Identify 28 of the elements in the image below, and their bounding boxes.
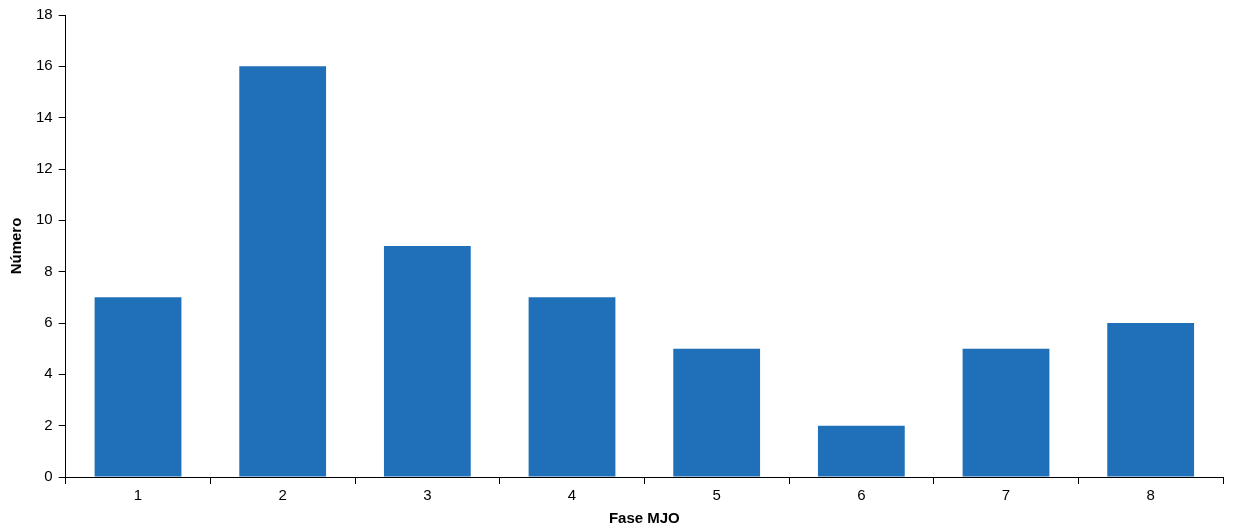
x-tick-label: 8	[1146, 486, 1155, 504]
bar	[528, 297, 616, 477]
x-tick-label: 5	[712, 486, 721, 504]
bar	[239, 66, 327, 477]
y-tick-label: 4	[44, 364, 53, 382]
y-tick-label: 10	[36, 210, 53, 228]
y-tick-label: 16	[36, 56, 53, 74]
x-tick-label: 7	[1001, 486, 1011, 504]
bar	[817, 425, 905, 477]
y-tick-label: 18	[36, 5, 53, 23]
y-tick-label: 6	[44, 313, 53, 331]
x-tick-label: 1	[133, 486, 143, 504]
bar	[962, 348, 1050, 477]
y-tick-label: 12	[36, 159, 53, 177]
x-tick-label: 2	[278, 486, 287, 504]
bar	[94, 297, 182, 477]
x-axis-title: Fase MJO	[608, 509, 681, 527]
y-tick-label: 8	[44, 261, 53, 279]
y-axis-title: Número	[7, 217, 25, 275]
x-tick-label: 3	[423, 486, 432, 504]
y-tick-label: 14	[36, 107, 53, 125]
bar	[1107, 323, 1195, 477]
y-tick-label: 0	[44, 467, 53, 485]
bar	[673, 348, 761, 477]
y-tick-label: 2	[44, 415, 53, 433]
x-tick-label: 4	[567, 486, 577, 504]
bar	[383, 246, 471, 477]
x-tick-label: 6	[857, 486, 866, 504]
